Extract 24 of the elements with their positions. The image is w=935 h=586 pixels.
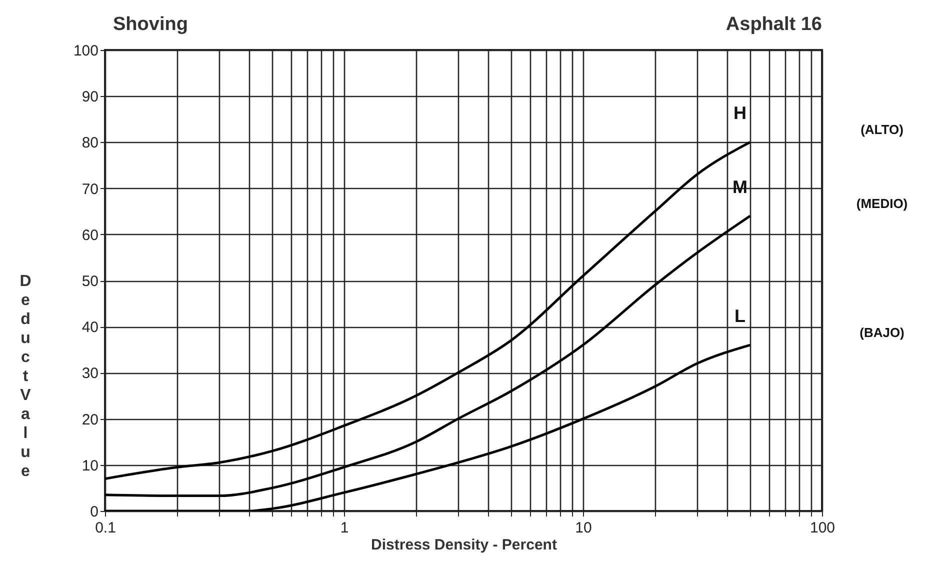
x-axis-title: Distress Density - Percent [371,536,557,554]
y-tick-label: 0 [90,504,98,520]
text: (BAJO) [860,325,904,340]
y-tick-label: 40 [82,319,98,336]
y-tick-label: 70 [82,180,98,198]
text: (MEDIO) [856,196,908,211]
x-tick-label: 1 [340,520,349,536]
y-tick-label: 60 [82,226,98,244]
y-tick-label: 30 [82,365,98,382]
y-tick-label: 80 [82,134,98,152]
y-tick-label: 90 [82,88,98,106]
text: (ALTO) [860,122,904,138]
chart-title: Shoving [113,14,188,35]
y-tick-label: 50 [82,273,98,290]
x-tick-label: 100 [810,520,836,536]
y-tick-label: 10 [82,457,98,474]
chart-subtitle: Asphalt 16 [726,14,822,35]
y-tick-label: 20 [82,411,98,428]
x-tick-label: 10 [575,520,592,536]
series-label: L [734,306,746,326]
text: Deduct Value [20,273,32,480]
series-label: H [734,103,747,124]
y-tick-label: 100 [73,42,98,60]
x-tick-label: 0.1 [95,520,116,536]
